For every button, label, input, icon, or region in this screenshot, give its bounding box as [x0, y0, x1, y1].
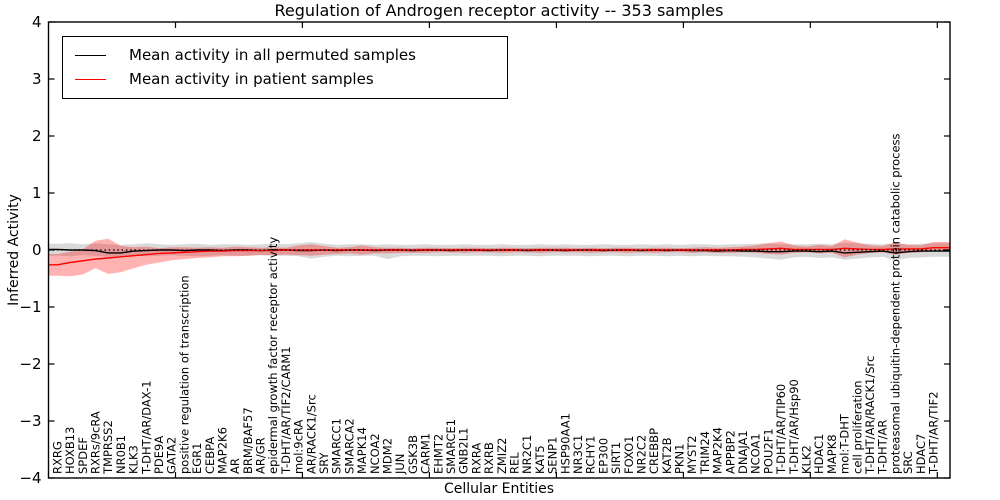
x-tick-label: MAP2K4: [711, 427, 725, 474]
x-tick-label: AR: [228, 458, 242, 474]
chart-title: Regulation of Androgen receptor activity…: [274, 1, 724, 20]
x-tick-label: T-DHT/AR/TIF2: [927, 391, 941, 475]
x-tick-label: GNB2L1: [457, 428, 471, 474]
x-tick-label: SIRT1: [609, 442, 623, 474]
y-tick-label: −4: [19, 469, 41, 487]
legend-label: Mean activity in all permuted samples: [129, 46, 416, 64]
x-tick-label: NR2C2: [635, 435, 649, 474]
x-tick-label: SPDEF: [76, 437, 90, 474]
y-tick-label: 0: [32, 241, 42, 259]
x-tick-label: ZMIZ2: [495, 438, 509, 474]
x-tick-label: CEBPA: [203, 437, 217, 474]
x-tick-label: positive regulation of transcription: [177, 275, 191, 474]
x-tick-label: T-DHT/AR/DAX-1: [139, 380, 153, 475]
x-tick-label: epidermal growth factor receptor activit…: [266, 237, 280, 474]
x-tick-label: MYST2: [685, 435, 699, 474]
legend: Mean activity in all permuted samples Me…: [62, 36, 508, 99]
y-tick-label: 2: [32, 127, 42, 145]
y-tick-label: 4: [32, 13, 42, 31]
x-tick-label: GSK3B: [406, 435, 420, 474]
x-tick-label: BRM/BAF57: [241, 407, 255, 474]
x-tick-label: APPBP2: [723, 430, 737, 474]
x-tick-label: PDE9A: [152, 436, 166, 474]
x-tick-label: cell proliferation: [850, 380, 864, 474]
x-tick-label: SRY: [317, 451, 331, 474]
permuted-range-band: [48, 242, 950, 261]
permuted-line-sample: [75, 54, 106, 56]
legend-item-patient: Mean activity in patient samples: [63, 67, 507, 91]
x-tick-label: KLK3: [127, 445, 141, 474]
x-tick-label: MAPK8: [825, 434, 839, 474]
x-tick-label: PKN1: [673, 444, 687, 474]
patient-line-sample: [75, 78, 106, 80]
x-tick-label: SMARCA2: [342, 418, 356, 474]
x-tick-label: mol:9cRA: [292, 420, 306, 474]
x-tick-label: T-DHT/AR: [876, 420, 890, 475]
x-tick-label: KAT5: [533, 445, 547, 474]
x-tick-label: T-DHT/AR/RACK1/Src: [863, 356, 877, 475]
y-tick-label: −2: [19, 355, 41, 373]
x-tick-label: SENP1: [546, 437, 560, 474]
x-tick-label: KLK2: [800, 445, 814, 474]
patient-mean-line: [48, 247, 950, 266]
x-tick-label: T-DHT/AR/TIP60: [774, 384, 788, 475]
x-tick-label: EHMT2: [431, 434, 445, 474]
x-tick-label: MDM2: [381, 438, 395, 474]
x-tick-label: JUN: [393, 454, 407, 475]
x-tick-label: NCOA1: [749, 433, 763, 474]
x-tick-label: CREBBP: [647, 428, 661, 474]
x-tick-label: HDAC1: [812, 434, 826, 474]
x-tick-label: RXRG: [50, 441, 64, 474]
y-tick-label: −1: [19, 298, 41, 316]
y-axis-title: Inferred Activity: [6, 194, 22, 306]
x-tick-label: AR/GR: [254, 437, 268, 474]
x-axis-title: Cellular Entities: [443, 481, 555, 497]
x-tick-label: FOXO1: [622, 436, 636, 474]
x-tick-label: proteasomal ubiquitin-dependent protein …: [888, 133, 902, 474]
x-tick-label: NR3C1: [571, 435, 585, 474]
x-tick-label: GATA2: [165, 437, 179, 474]
y-tick-label: 3: [32, 70, 42, 88]
x-tick-label: mol:T-DHT: [838, 413, 852, 474]
x-tick-label: EGR1: [190, 443, 204, 475]
x-tick-label: AR/RACK1/Src: [304, 394, 318, 474]
x-tick-label: NR2C1: [520, 435, 534, 474]
x-tick-label: NCOA2: [368, 433, 382, 474]
y-tick-label: −3: [19, 412, 41, 430]
legend-label: Mean activity in patient samples: [129, 70, 374, 88]
x-tick-label: NR0B1: [114, 435, 128, 474]
x-tick-label: EP300: [596, 438, 610, 474]
x-tick-label: KAT2B: [660, 437, 674, 474]
x-tick-label: HOXB13: [63, 427, 77, 474]
x-tick-label: HSP90AA1: [558, 413, 572, 474]
plot-border: [47, 21, 951, 479]
x-tick-label: RCHY1: [584, 436, 598, 474]
x-tick-label: T-DHT/AR/Hsp90: [787, 379, 801, 475]
y-tick-label: 1: [32, 184, 42, 202]
x-tick-label: DNAJA1: [736, 430, 750, 474]
x-tick-label: TRIM24: [698, 431, 712, 475]
x-tick-label: MAPK14: [355, 427, 369, 474]
x-tick-label: RXRB: [482, 442, 496, 474]
patient-range-band: [48, 238, 950, 277]
x-tick-label: SMARCC1: [330, 418, 344, 474]
legend-item-permuted: Mean activity in all permuted samples: [63, 43, 507, 67]
x-tick-label: TMPRSS2: [101, 420, 115, 475]
x-tick-label: REL: [508, 452, 522, 474]
x-tick-label: RXRs/9cRA: [89, 411, 103, 474]
x-tick-label: POU2F1: [761, 428, 775, 474]
x-tick-label: HDAC7: [914, 434, 928, 474]
x-tick-label: RXRA: [469, 443, 483, 474]
x-tick-label: SMARCE1: [444, 419, 458, 474]
x-tick-label: SRC: [901, 451, 915, 474]
x-tick-label: T-DHT/AR/TIF2/CARM1: [279, 346, 293, 475]
x-tick-label: MAP2K6: [216, 427, 230, 474]
x-tick-label: CARM1: [419, 433, 433, 474]
